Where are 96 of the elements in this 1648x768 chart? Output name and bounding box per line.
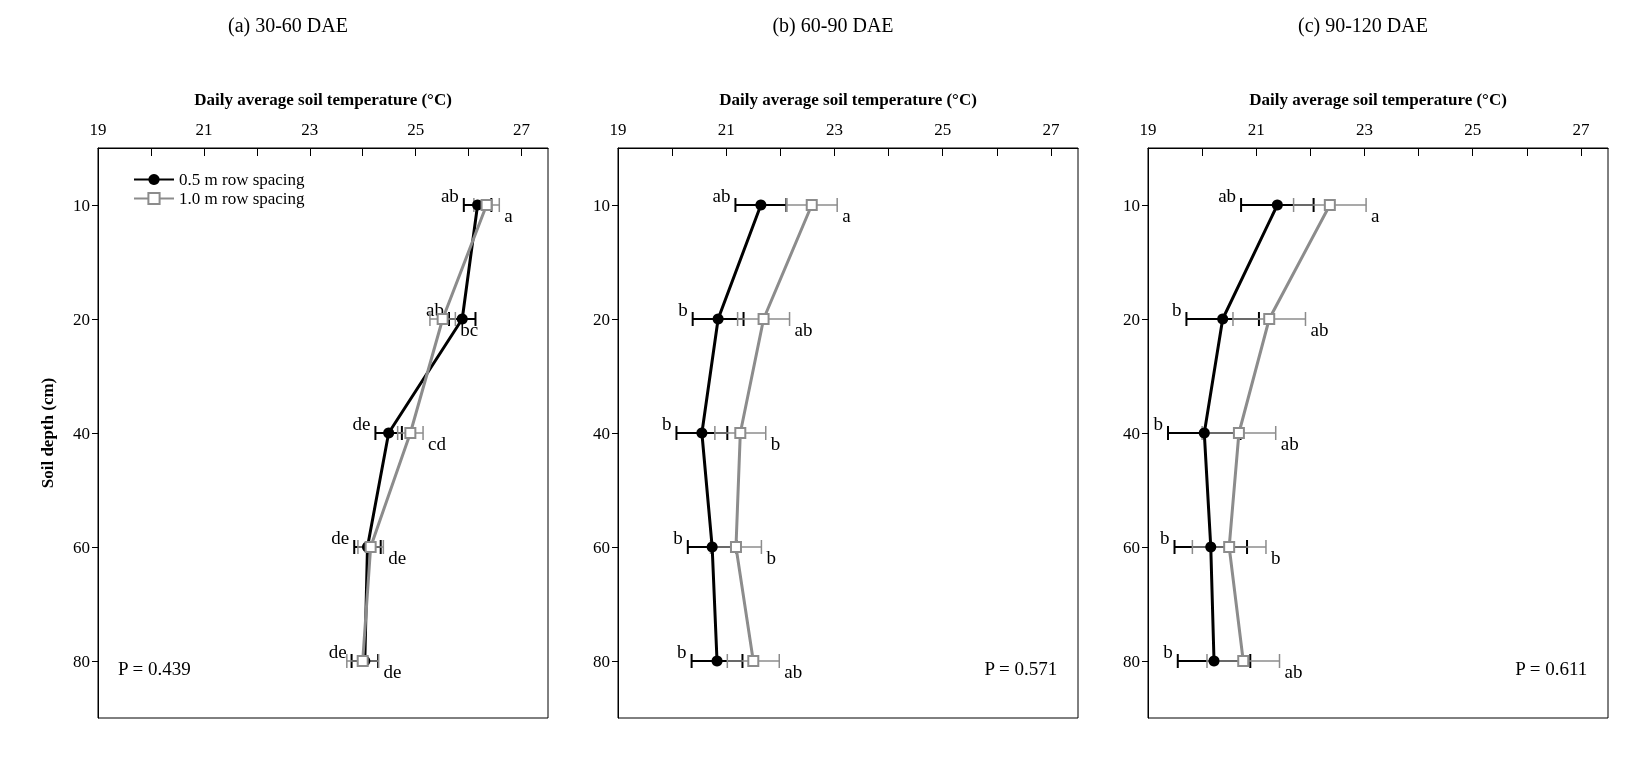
point xyxy=(383,427,395,439)
point xyxy=(712,313,724,325)
y-tick-label: 10 xyxy=(593,195,610,215)
point xyxy=(755,199,767,211)
x-tick-label: 23 xyxy=(301,120,319,139)
point xyxy=(757,313,770,325)
data-label: de xyxy=(352,412,371,434)
point xyxy=(364,541,377,553)
x-tick-label: 27 xyxy=(1572,120,1590,139)
point xyxy=(711,655,723,667)
y-tick-label: 10 xyxy=(73,195,90,215)
point xyxy=(1237,655,1250,667)
point xyxy=(805,199,818,211)
data-label: ab xyxy=(440,184,459,206)
data-label: b xyxy=(661,412,672,434)
point xyxy=(706,541,718,553)
chart-title: (c) 90-120 DAE xyxy=(1298,14,1428,37)
point xyxy=(456,313,468,325)
data-label: bc xyxy=(460,318,479,340)
x-tick-label: 25 xyxy=(1464,120,1482,139)
data-label: ab xyxy=(784,660,803,682)
point xyxy=(747,655,760,667)
point xyxy=(1271,199,1283,211)
data-label: b xyxy=(673,526,683,548)
legend-label: 1.0 m row spacing xyxy=(179,189,306,208)
x-tick-label: 23 xyxy=(825,120,843,139)
point xyxy=(404,427,417,439)
x-tick-label: 21 xyxy=(195,120,213,139)
y-tick-label: 60 xyxy=(73,537,90,557)
x-tick-label: 19 xyxy=(1139,120,1157,139)
point xyxy=(1323,199,1336,211)
data-label: b xyxy=(1153,412,1164,434)
point xyxy=(1232,427,1245,439)
x-tick-label: 25 xyxy=(934,120,952,139)
x-axis-title: Daily average soil temperature (°C) xyxy=(1249,90,1507,109)
point xyxy=(1223,541,1236,553)
point xyxy=(1263,313,1276,325)
y-tick-label: 80 xyxy=(73,651,90,671)
y-tick-label: 40 xyxy=(1123,423,1140,443)
x-tick-label: 23 xyxy=(1355,120,1373,139)
point xyxy=(1198,427,1210,439)
y-tick-label: 60 xyxy=(1123,537,1140,557)
data-label: ab xyxy=(1218,184,1237,206)
y-tick-label: 40 xyxy=(73,423,90,443)
data-label: ab xyxy=(1284,660,1303,682)
y-tick-label: 10 xyxy=(1123,195,1140,215)
data-label: b xyxy=(770,432,781,454)
data-label: b xyxy=(1160,526,1170,548)
data-label: de xyxy=(388,546,407,568)
point xyxy=(729,541,742,553)
data-label: a xyxy=(504,204,514,226)
point xyxy=(480,199,493,211)
data-label: a xyxy=(842,204,852,226)
annotation: P = 0.571 xyxy=(984,658,1058,679)
x-tick-label: 21 xyxy=(717,120,735,139)
point xyxy=(1205,541,1217,553)
y-tick-label: 20 xyxy=(1123,309,1140,329)
data-label: ab xyxy=(1310,318,1329,340)
data-label: b xyxy=(678,298,688,320)
x-tick-label: 27 xyxy=(513,120,531,139)
annotation: P = 0.439 xyxy=(118,658,191,679)
data-label: de xyxy=(331,526,350,548)
data-label: b xyxy=(1171,298,1182,320)
y-tick-label: 80 xyxy=(593,651,610,671)
data-label: b xyxy=(1163,640,1173,662)
y-tick-label: 60 xyxy=(593,537,610,557)
point xyxy=(1217,313,1229,325)
data-label: a xyxy=(1371,204,1381,226)
x-tick-label: 25 xyxy=(407,120,425,139)
point xyxy=(696,427,708,439)
y-tick-label: 80 xyxy=(1123,651,1140,671)
data-label: de xyxy=(383,660,402,682)
x-tick-label: 21 xyxy=(1247,120,1265,139)
data-label: b xyxy=(766,546,776,568)
data-label: cd xyxy=(428,432,447,454)
x-tick-label: 19 xyxy=(609,120,627,139)
data-label: ab xyxy=(794,318,813,340)
x-tick-label: 19 xyxy=(89,120,107,139)
chart-title: (a) 30-60 DAE xyxy=(228,14,348,37)
x-axis-title: Daily average soil temperature (°C) xyxy=(719,90,977,109)
data-label: b xyxy=(1270,546,1281,568)
annotation: P = 0.611 xyxy=(1515,658,1588,679)
point xyxy=(1208,655,1220,667)
data-label: ab xyxy=(712,184,731,206)
chart-title: (b) 60-90 DAE xyxy=(772,14,894,37)
y-tick-label: 20 xyxy=(593,309,610,329)
legend-label: 0.5 m row spacing xyxy=(179,170,306,189)
data-label: de xyxy=(328,640,347,662)
x-tick-label: 27 xyxy=(1042,120,1060,139)
x-axis-title: Daily average soil temperature (°C) xyxy=(194,90,452,109)
y-axis-title: Soil depth (cm) xyxy=(38,377,57,489)
y-tick-label: 40 xyxy=(593,423,610,443)
data-label: b xyxy=(677,640,687,662)
point xyxy=(734,427,747,439)
y-tick-label: 20 xyxy=(73,309,90,329)
data-label: ab xyxy=(1280,432,1299,454)
